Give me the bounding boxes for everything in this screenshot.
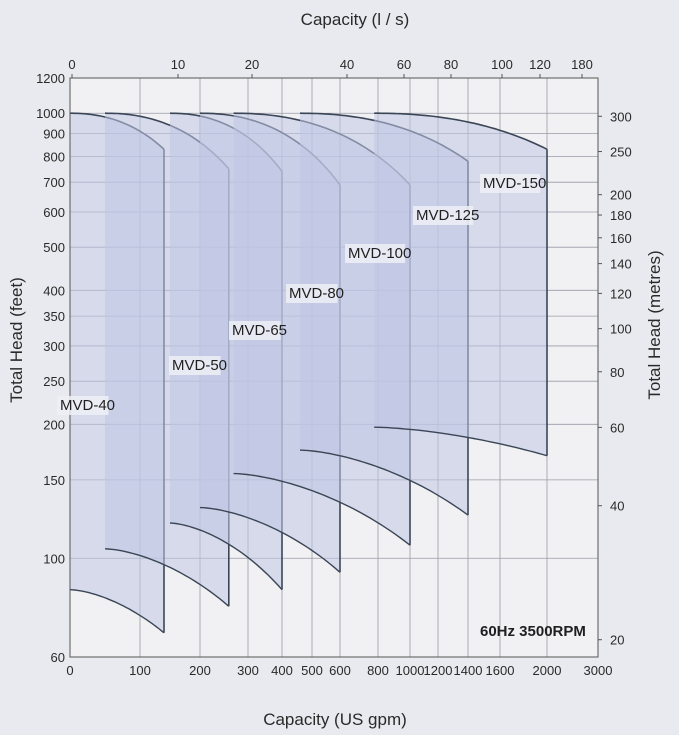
y-tick-label: 1000 bbox=[36, 106, 65, 121]
curve-area-mvd-150 bbox=[374, 113, 547, 456]
curve-bottom-mvd-65 bbox=[169, 522, 283, 591]
curve-label-bg bbox=[480, 174, 541, 193]
y2-tick-label: 140 bbox=[610, 257, 632, 272]
x2-tick-label: 0 bbox=[68, 57, 75, 72]
curve-label-mvd-40: MVD-40 bbox=[60, 397, 115, 414]
y-tick-label: 250 bbox=[43, 374, 65, 389]
x-tick-label: 3000 bbox=[584, 663, 613, 678]
y2-tick-label: 200 bbox=[610, 188, 632, 203]
x2-tick-label: 40 bbox=[340, 57, 354, 72]
y2-tick-label: 80 bbox=[610, 365, 624, 380]
y2-tick-label: 60 bbox=[610, 420, 624, 435]
x2-axis-title: Capacity (l / s) bbox=[301, 10, 410, 29]
y2-tick-label: 160 bbox=[610, 231, 632, 246]
x2-tick-label: 180 bbox=[571, 57, 593, 72]
y-tick-label: 500 bbox=[43, 240, 65, 255]
y-tick-label: 350 bbox=[43, 309, 65, 324]
y2-axis-title: Total Head (metres) bbox=[645, 250, 664, 399]
tick-labels: 6010015020025030035040050060070080090010… bbox=[36, 57, 632, 678]
y-tick-label: 100 bbox=[43, 551, 65, 566]
y2-tick-label: 20 bbox=[610, 633, 624, 648]
curve-label-bg bbox=[345, 244, 406, 263]
curve-label-bg bbox=[169, 356, 221, 375]
x-tick-label: 800 bbox=[367, 663, 389, 678]
curve-label-mvd-80: MVD-80 bbox=[289, 285, 344, 302]
curve-bottom-mvd-125 bbox=[299, 449, 469, 516]
y2-tick-label: 300 bbox=[610, 109, 632, 124]
y-tick-label: 800 bbox=[43, 149, 65, 164]
curve-label-mvd-65: MVD-65 bbox=[232, 322, 287, 339]
curve-label-bg bbox=[413, 206, 474, 225]
curve-label-mvd-100: MVD-100 bbox=[348, 245, 411, 262]
plot-border bbox=[69, 77, 599, 658]
x-tick-label: 500 bbox=[301, 663, 323, 678]
curve-top-mvd-150 bbox=[374, 112, 548, 151]
x-tick-label: 1000 bbox=[396, 663, 425, 678]
x-axis-title: Capacity (US gpm) bbox=[263, 710, 407, 729]
x-tick-label: 1600 bbox=[486, 663, 515, 678]
y-tick-label: 400 bbox=[43, 283, 65, 298]
plot-frame bbox=[69, 74, 602, 658]
curve-label-bg bbox=[229, 321, 281, 340]
y-tick-label: 600 bbox=[43, 205, 65, 220]
x-tick-label: 0 bbox=[66, 663, 73, 678]
x-tick-label: 300 bbox=[237, 663, 259, 678]
y2-tick-label: 120 bbox=[610, 286, 632, 301]
y2-tick-label: 40 bbox=[610, 499, 624, 514]
curve-bottom-mvd-80 bbox=[199, 506, 341, 573]
y-tick-label: 300 bbox=[43, 339, 65, 354]
y2-tick-label: 250 bbox=[610, 145, 632, 160]
curve-bottom-mvd-150 bbox=[374, 426, 548, 457]
y-tick-label: 200 bbox=[43, 417, 65, 432]
y-tick-label: 60 bbox=[51, 650, 65, 665]
y2-tick-label: 180 bbox=[610, 208, 632, 223]
x-tick-label: 400 bbox=[271, 663, 293, 678]
x-tick-label: 100 bbox=[129, 663, 151, 678]
y-tick-label: 900 bbox=[43, 127, 65, 142]
x-tick-label: 1200 bbox=[424, 663, 453, 678]
x2-tick-label: 20 bbox=[245, 57, 259, 72]
y-tick-label: 150 bbox=[43, 473, 65, 488]
x2-tick-label: 100 bbox=[491, 57, 513, 72]
curve-bottom-mvd-100 bbox=[233, 472, 411, 546]
curve-label-mvd-150: MVD-150 bbox=[483, 175, 546, 192]
curve-label-mvd-50: MVD-50 bbox=[172, 357, 227, 374]
y-tick-label: 1200 bbox=[36, 71, 65, 86]
x2-tick-label: 80 bbox=[444, 57, 458, 72]
curve-label-bg bbox=[286, 284, 338, 303]
x-tick-label: 1400 bbox=[454, 663, 483, 678]
x-tick-label: 200 bbox=[189, 663, 211, 678]
x2-tick-label: 10 bbox=[171, 57, 185, 72]
curve-labels: MVD-40 MVD-50 MVD-65 MVD-80 MVD-100 MVD-125MV… bbox=[57, 174, 546, 415]
x-tick-label: 600 bbox=[329, 663, 351, 678]
curve-bottom-mvd-50 bbox=[104, 548, 230, 607]
x-tick-label: 2000 bbox=[533, 663, 562, 678]
y-tick-label: 700 bbox=[43, 175, 65, 190]
y2-tick-label: 100 bbox=[610, 322, 632, 337]
curve-label-bg bbox=[57, 396, 109, 415]
curve-label-mvd-125: MVD-125 bbox=[416, 207, 479, 224]
x2-tick-label: 60 bbox=[397, 57, 411, 72]
operating-condition-note: 60Hz 3500RPM bbox=[480, 623, 586, 640]
y-axis-title: Total Head (feet) bbox=[7, 277, 26, 403]
x2-tick-label: 120 bbox=[529, 57, 551, 72]
curve-bottom-mvd-40 bbox=[69, 589, 165, 634]
